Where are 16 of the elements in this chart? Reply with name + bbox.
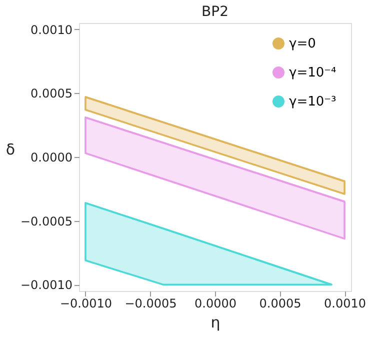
x-tick-label: 0.0005: [259, 296, 302, 310]
y-tick-label: 0.0000: [30, 150, 72, 164]
legend-label: γ=0: [289, 36, 316, 52]
y-tick-label: −0.0005: [20, 214, 72, 228]
x-tick-label: 0.0000: [194, 296, 236, 310]
x-tick-label: 0.0010: [324, 296, 366, 310]
x-tick-label: −0.0005: [124, 296, 177, 310]
x-axis-title: η: [210, 314, 220, 332]
chart-title: BP2: [202, 4, 228, 20]
y-tick-label: −0.0010: [20, 278, 72, 292]
y-tick-label: 0.0010: [30, 22, 72, 37]
y-axis-title: δ: [6, 140, 16, 158]
y-tick-label: 0.0005: [30, 86, 72, 101]
legend-label: γ=10⁻³: [289, 94, 336, 110]
legend-label: γ=10⁻⁴: [289, 66, 336, 80]
x-tick-label: −0.0010: [60, 296, 112, 310]
